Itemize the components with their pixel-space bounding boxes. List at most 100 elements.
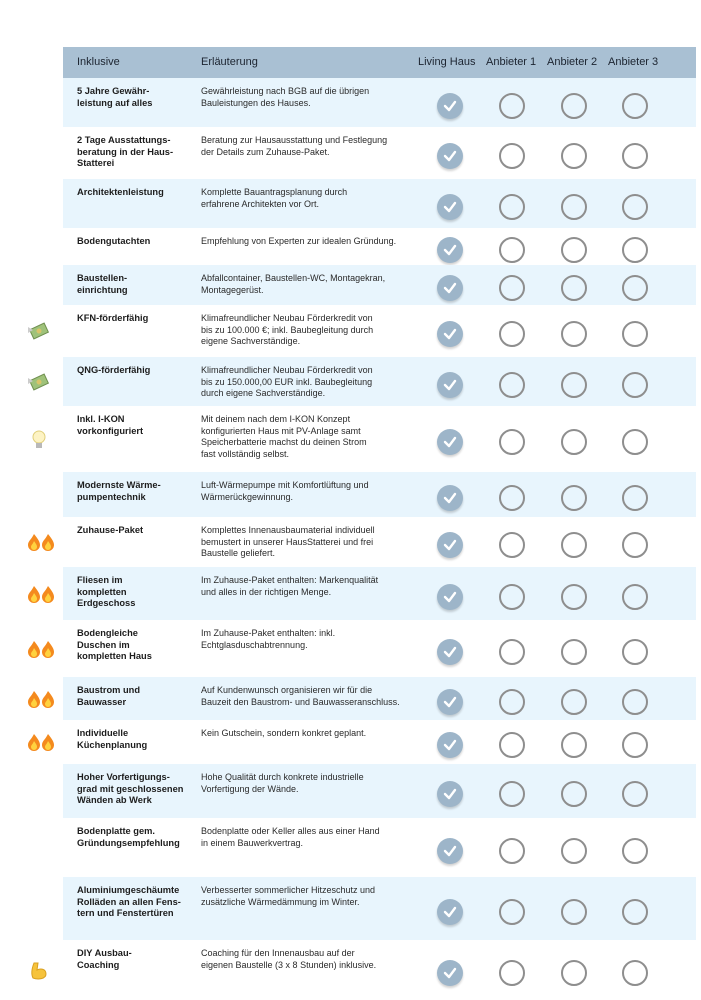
check-icon — [437, 194, 463, 220]
empty-circle-icon — [561, 485, 587, 511]
empty-circle-icon — [622, 194, 648, 220]
empty-circle-icon — [622, 838, 648, 864]
feature-label: Baustrom und Bauwasser — [77, 685, 141, 707]
check-icon — [437, 899, 463, 925]
empty-circle-icon — [499, 960, 525, 986]
empty-circle-icon — [622, 532, 648, 558]
empty-circle-icon — [561, 93, 587, 119]
empty-circle-icon — [499, 485, 525, 511]
empty-circle-icon — [499, 143, 525, 169]
check-icon — [437, 838, 463, 864]
feature-label: Zuhause-Paket — [77, 525, 144, 535]
feature-description: Mit deinem nach dem I-KON Konzept konfig… — [201, 414, 367, 459]
feature-description: Auf Kundenwunsch organisieren wir für di… — [201, 685, 400, 707]
empty-circle-icon — [499, 321, 525, 347]
check-icon — [437, 485, 463, 511]
feature-label: Bodenplatte gem. Gründungsempfehlung — [77, 826, 180, 848]
empty-circle-icon — [561, 237, 587, 263]
feature-label: Inkl. I-KON vorkonfiguriert — [77, 414, 144, 436]
feature-description: Verbesserter sommerlicher Hitzeschutz un… — [201, 885, 376, 907]
empty-circle-icon — [561, 899, 587, 925]
feature-label: Bodengutachten — [77, 236, 151, 246]
feature-description: Gewährleistung nach BGB auf die übrigen … — [201, 86, 370, 108]
table-row: 5 Jahre Gewähr- leistung auf alles Gewähr… — [63, 78, 696, 127]
feature-description: Coaching für den Innenausbau auf der eig… — [201, 948, 377, 970]
check-icon — [437, 275, 463, 301]
table-row: DIY Ausbau- Coaching Coaching für den Inn… — [31, 940, 696, 1000]
empty-circle-icon — [499, 194, 525, 220]
empty-circle-icon — [499, 532, 525, 558]
empty-circle-icon — [622, 899, 648, 925]
check-icon — [437, 960, 463, 986]
empty-circle-icon — [561, 732, 587, 758]
empty-circle-icon — [561, 275, 587, 301]
empty-circle-icon — [622, 584, 648, 610]
empty-circle-icon — [499, 781, 525, 807]
empty-circle-icon — [622, 372, 648, 398]
empty-circle-icon — [561, 639, 587, 665]
header-provider-3: Anbieter 3 — [608, 56, 659, 68]
empty-circle-icon — [622, 143, 648, 169]
feature-label: Hoher Vorfertigungs- grad mit geschlosse… — [77, 772, 184, 805]
empty-circle-icon — [561, 689, 587, 715]
empty-circle-icon — [561, 584, 587, 610]
empty-circle-icon — [499, 429, 525, 455]
feature-label: QNG-förderfähig — [77, 365, 151, 375]
check-icon — [437, 93, 463, 119]
fire-icon — [26, 532, 56, 552]
table-row: Bodenplatte gem. Gründungsempfehlung Bode… — [63, 818, 696, 877]
header-provider-living-haus: Living Haus — [418, 56, 476, 68]
feature-label: KFN-förderfähig — [77, 313, 149, 323]
table-header: Inklusive Erläuterung Living Haus Anbiet… — [63, 47, 696, 78]
feature-description: Empfehlung von Experten zur idealen Grün… — [201, 236, 397, 246]
feature-description: Klimafreundlicher Neubau Förderkredit vo… — [201, 365, 373, 398]
feature-description: Im Zuhause-Paket enthalten: inkl. Echtgl… — [201, 628, 336, 650]
table-row: Bodengutachten Empfehlung von Experten zu… — [63, 228, 696, 265]
money-with-wings-icon — [26, 372, 56, 392]
header-feature: Inklusive — [77, 56, 120, 68]
table-body: 5 Jahre Gewähr- leistung auf alles Gewähr… — [28, 78, 696, 1000]
empty-circle-icon — [499, 899, 525, 925]
table-row: Zuhause-Paket Komplettes Innenausbaumater… — [28, 517, 696, 567]
feature-label: Architektenleistung — [77, 187, 164, 197]
table-row: Aluminiumgeschäumte Rolläden an allen Fe… — [63, 877, 696, 940]
table-row: Hoher Vorfertigungs- grad mit geschlosse… — [63, 764, 696, 818]
empty-circle-icon — [622, 781, 648, 807]
empty-circle-icon — [622, 321, 648, 347]
check-icon — [437, 584, 463, 610]
feature-description: Im Zuhause-Paket enthalten: Markenqualit… — [201, 575, 379, 597]
check-icon — [437, 689, 463, 715]
empty-circle-icon — [499, 838, 525, 864]
empty-circle-icon — [499, 639, 525, 665]
comparison-table: Inklusive Erläuterung Living Haus Anbiet… — [28, 47, 696, 1000]
money-with-wings-icon — [26, 321, 56, 341]
empty-circle-icon — [561, 372, 587, 398]
feature-description: Hohe Qualität durch konkrete industriell… — [201, 772, 364, 794]
feature-label: Fliesen im kompletten Erdgeschoss — [77, 575, 136, 608]
empty-circle-icon — [561, 429, 587, 455]
empty-circle-icon — [499, 689, 525, 715]
empty-circle-icon — [561, 532, 587, 558]
feature-label: Baustellen- einrichtung — [77, 273, 128, 295]
empty-circle-icon — [622, 960, 648, 986]
empty-circle-icon — [561, 143, 587, 169]
empty-circle-icon — [622, 732, 648, 758]
empty-circle-icon — [622, 93, 648, 119]
feature-description: Beratung zur Hausausstattung und Festleg… — [201, 135, 388, 157]
empty-circle-icon — [499, 372, 525, 398]
table-row: Inkl. I-KON vorkonfiguriert Mit deinem na… — [32, 406, 696, 472]
fire-icon — [26, 732, 56, 752]
table-row: KFN-förderfähig Klimafreundlicher Neubau … — [28, 305, 696, 357]
feature-description: Komplettes Innenausbaumaterial individue… — [201, 525, 375, 558]
table-row: QNG-förderfähig Klimafreundlicher Neubau … — [28, 357, 696, 406]
empty-circle-icon — [561, 781, 587, 807]
feature-description: Kein Gutschein, sondern konkret geplant. — [201, 728, 367, 738]
check-icon — [437, 732, 463, 758]
feature-description: Abfallcontainer, Baustellen-WC, Montagek… — [201, 273, 386, 295]
empty-circle-icon — [622, 275, 648, 301]
empty-circle-icon — [561, 321, 587, 347]
empty-circle-icon — [499, 93, 525, 119]
feature-label: Aluminiumgeschäumte Rolläden an allen Fe… — [77, 885, 181, 918]
table-row: 2 Tage Ausstattungs- beratung in der Hau… — [63, 127, 696, 179]
empty-circle-icon — [499, 275, 525, 301]
